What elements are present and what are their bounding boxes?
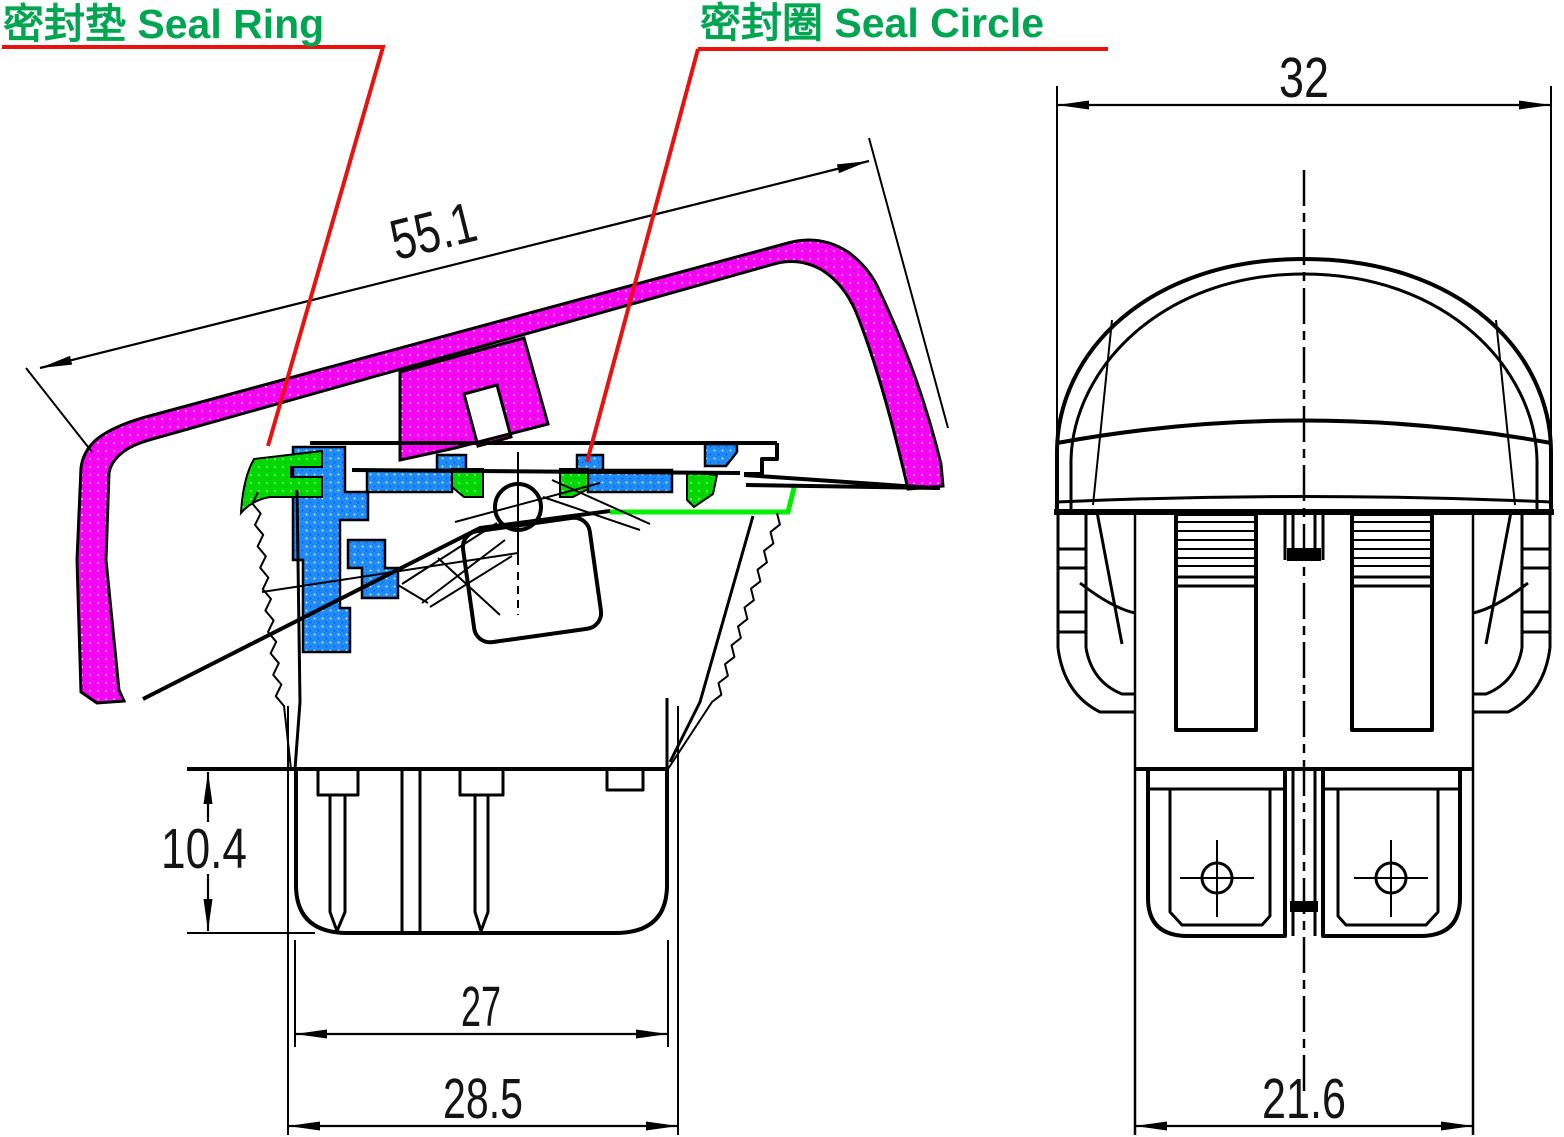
dim-27-extension-lines [294, 940, 669, 1047]
dim-32-extension-lines [1056, 86, 1552, 462]
dim-104-text: 10.4 [161, 817, 247, 881]
front-view: 32 21.6 [1054, 46, 1554, 1135]
seal-ring-label: 密封垫 Seal Ring [3, 1, 324, 47]
seal-circle-label: 密封圈 Seal Circle [700, 0, 1044, 46]
dimension-front-lower-width: 21.6 [1135, 1067, 1473, 1131]
dim-32-text: 32 [1279, 46, 1329, 110]
side-section-view: 55.1 10.4 27 28.5 [25, 137, 949, 1135]
seal-circle-edge-line [610, 483, 798, 515]
dimension-terminal-height: 10.4 [158, 772, 252, 931]
body-side-extension-lines [1133, 512, 1475, 1135]
dimension-front-overall-width: 32 [1056, 46, 1552, 462]
right-mounting-ear [1472, 511, 1552, 714]
dimension-body-inner-width: 27 [294, 940, 669, 1047]
terminal-hole-crosshairs [1180, 840, 1428, 917]
right-clip-serration [667, 512, 781, 770]
terminal-blocks-outline [1146, 770, 1462, 938]
dim-104-text-bg [158, 824, 252, 874]
dimension-cap-length: 55.1 [25, 137, 949, 453]
left-spring-window [1174, 512, 1258, 732]
left-clip-serration [251, 491, 292, 770]
dim-27-text: 27 [461, 975, 501, 1039]
terminals [316, 769, 645, 933]
cap-and-flange-outline [142, 441, 941, 701]
spring-bar-lines [1176, 575, 1432, 588]
right-spring-window [1350, 512, 1434, 732]
terminal-blocks-inner [1148, 769, 1460, 936]
rocker-side-lines [1092, 319, 1516, 506]
dim-216-text: 21.6 [1262, 1067, 1346, 1131]
housing-section-blue [291, 442, 739, 654]
left-mounting-ear [1056, 511, 1136, 714]
contact-box [460, 515, 604, 645]
dim-55-line [39, 159, 870, 370]
dim-285-extension-lines [287, 706, 679, 1135]
dim-55-extension-lines [25, 137, 949, 453]
dimension-body-outer-width: 28.5 [287, 706, 679, 1135]
body-side-lines [293, 489, 755, 770]
spring-serration-lines [1176, 521, 1432, 567]
callouts: 密封垫 Seal Ring 密封圈 Seal Circle [2, 0, 1108, 463]
seal-sections-green [239, 449, 719, 516]
lower-body-outline [187, 767, 669, 935]
dim-285-text: 28.5 [443, 1067, 523, 1131]
center-notch [1283, 512, 1325, 560]
leader-lines [2, 45, 1108, 463]
